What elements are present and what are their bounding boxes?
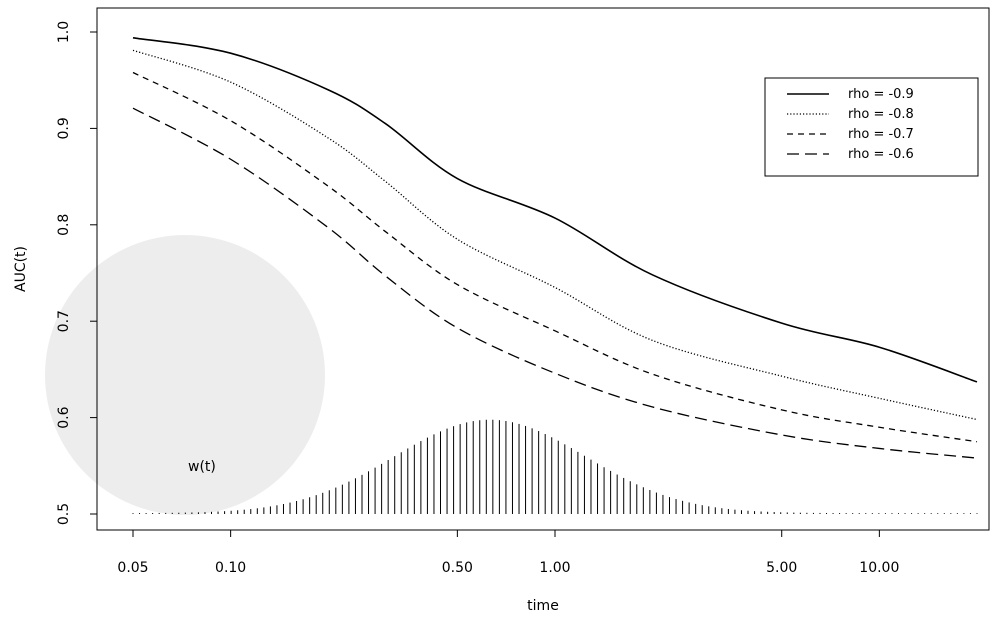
y-tick-label: 0.9 xyxy=(56,117,72,139)
series-line-3 xyxy=(132,71,978,443)
series-lines xyxy=(132,36,978,459)
y-tick-label: 0.7 xyxy=(56,310,72,332)
x-tick-label: 0.10 xyxy=(215,560,246,576)
legend-label-3: rho = -0.7 xyxy=(848,127,914,142)
x-tick-label: 0.05 xyxy=(117,560,148,576)
series-line-1 xyxy=(132,36,978,383)
legend-label-2: rho = -0.8 xyxy=(848,107,914,122)
x-axis: 0.05 0.10 0.50 1.00 5.00 10.00 xyxy=(117,529,899,576)
y-axis: 0.5 0.6 0.7 0.8 0.9 1.0 xyxy=(56,21,98,525)
y-axis-label: AUC(t) xyxy=(13,246,29,292)
x-tick-label: 5.00 xyxy=(766,560,797,576)
y-tick-label: 0.8 xyxy=(56,214,72,236)
x-tick-label: 0.50 xyxy=(442,560,473,576)
x-tick-label: 10.00 xyxy=(859,560,899,576)
series-line-4 xyxy=(132,107,978,459)
legend: rho = -0.9 rho = -0.8 rho = -0.7 rho = -0.6 xyxy=(764,77,979,177)
y-tick-label: 0.5 xyxy=(56,503,72,525)
x-tick-label: 1.00 xyxy=(539,560,570,576)
weight-label: w(t) xyxy=(188,459,216,475)
watermark-logo xyxy=(45,235,325,515)
series-line-2 xyxy=(132,49,978,421)
legend-label-1: rho = -0.9 xyxy=(848,87,914,102)
legend-label-4: rho = -0.6 xyxy=(848,147,914,162)
x-axis-label: time xyxy=(527,598,559,614)
y-tick-label: 0.6 xyxy=(56,406,72,428)
y-tick-label: 1.0 xyxy=(56,21,72,43)
weight-spikes xyxy=(132,419,978,514)
